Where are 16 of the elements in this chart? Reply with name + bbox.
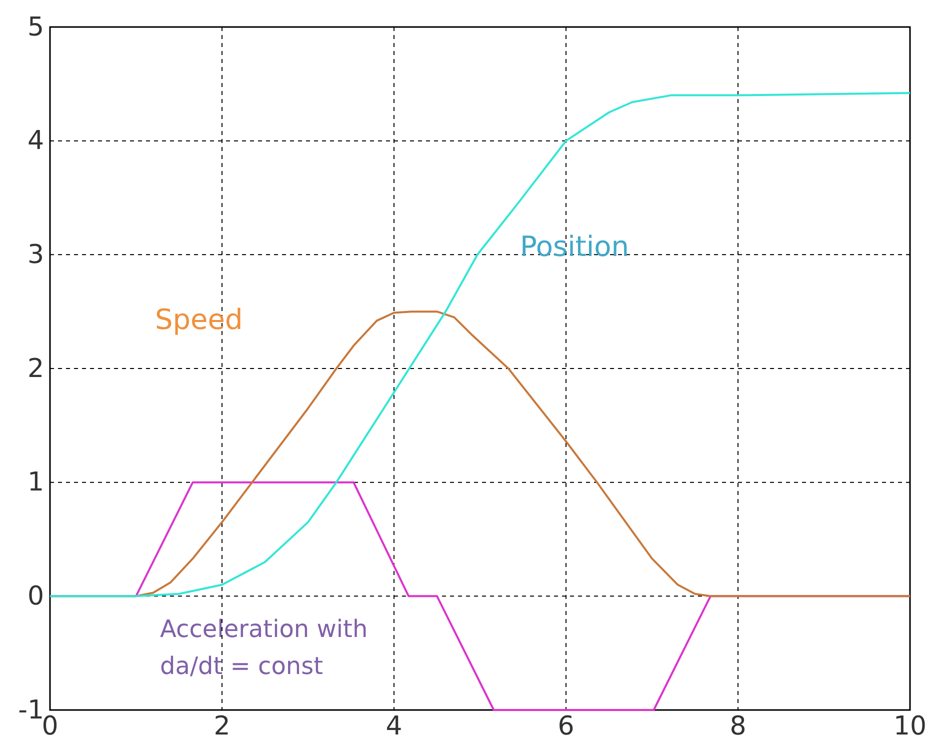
annotation: Acceleration with da/dt = const [160,615,368,680]
y-tick-label: 4 [27,126,44,156]
y-tick-label: 3 [27,240,44,270]
annotation: Position [520,230,630,263]
line-series [49,92,911,598]
annotation: Speed [155,303,243,336]
x-tick-label: 8 [730,711,746,742]
x-tick-label: 2 [214,711,230,742]
y-tick-label: 1 [27,468,44,498]
x-tick-label: 10 [893,711,927,742]
y-tick-label: 2 [27,354,44,384]
y-tick-label: 0 [27,581,44,612]
x-tick-label: 4 [386,711,402,742]
x-tick-label: 6 [558,711,574,742]
y-tick-label: -1 [18,695,44,726]
y-tick-label: 5 [27,12,44,42]
